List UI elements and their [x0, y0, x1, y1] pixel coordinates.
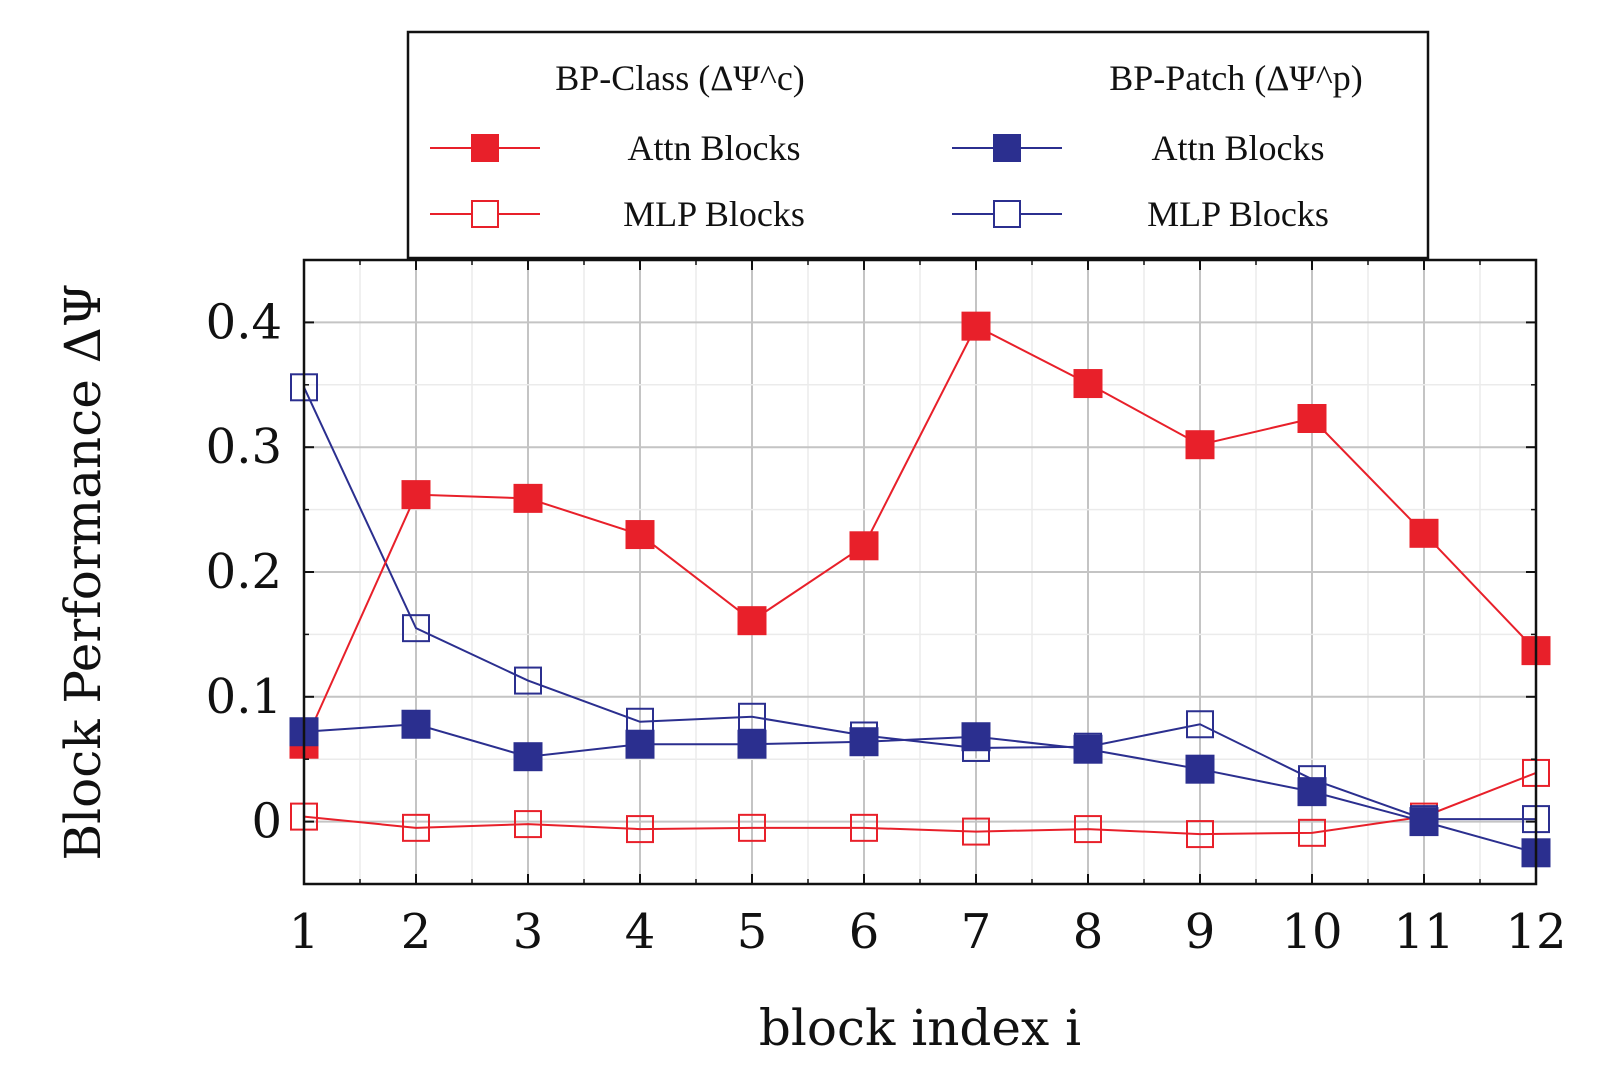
x-tick-label: 11	[1393, 904, 1454, 960]
x-tick-label: 6	[849, 904, 880, 960]
data-point-3-1	[402, 614, 430, 643]
data-point-1-6	[962, 817, 990, 846]
data-point-1-9	[1298, 818, 1326, 847]
data-point-2-9	[1297, 777, 1327, 807]
x-tick-label: 7	[961, 904, 992, 960]
data-point-2-2	[513, 742, 543, 772]
data-point-2-8	[1185, 754, 1215, 784]
data-point-1-4	[738, 813, 766, 842]
data-point-0-1	[401, 480, 431, 510]
series-line-3	[303, 386, 1536, 821]
legend-label-class-attn: Attn Blocks	[627, 128, 800, 168]
data-point-2-5	[849, 727, 879, 757]
legend-label-patch-attn: Attn Blocks	[1151, 128, 1324, 168]
series-line-0	[303, 324, 1537, 745]
plot-area: 1 2 3 4 5 6 7 8 9 10 11 12 00.10.20.30.4	[206, 258, 1567, 960]
x-tick-label: 8	[1073, 904, 1104, 960]
series-markers	[289, 311, 1551, 868]
x-tick-label: 4	[625, 904, 656, 960]
data-point-2-4	[737, 729, 767, 759]
y-axis-label: Block Performance ΔΨ	[54, 283, 112, 860]
x-tick-label: 2	[401, 904, 432, 960]
series-line-2	[303, 723, 1537, 854]
data-point-1-1	[402, 813, 430, 842]
data-point-0-8	[1185, 430, 1215, 460]
x-tick-label: 12	[1505, 904, 1566, 960]
legend-box	[406, 30, 1430, 260]
x-tick-label: 9	[1185, 904, 1216, 960]
data-point-3-2	[514, 666, 542, 695]
y-tick-label: 0.4	[206, 294, 282, 350]
y-tick-label: 0.2	[206, 544, 282, 600]
data-point-0-2	[513, 483, 543, 513]
data-point-1-7	[1074, 815, 1102, 844]
data-point-2-7	[1073, 734, 1103, 764]
legend-marker-class-mlp	[471, 200, 499, 228]
x-tick-label: 3	[513, 904, 544, 960]
data-point-1-8	[1186, 820, 1214, 849]
data-point-0-4	[737, 606, 767, 636]
legend-marker-class-attn	[471, 134, 499, 162]
legend-group-title-patch: BP-Patch (ΔΨ^p)	[1109, 58, 1363, 98]
x-axis-label: block index i	[759, 999, 1081, 1057]
legend-label-class-mlp: MLP Blocks	[623, 194, 805, 234]
data-point-1-5	[850, 813, 878, 842]
data-point-0-6	[961, 311, 991, 341]
series-line-1	[303, 771, 1537, 836]
data-point-3-8	[1186, 710, 1214, 739]
y-tick-label: 0	[251, 794, 282, 850]
ticks	[303, 259, 1537, 885]
legend-marker-patch-mlp	[993, 200, 1021, 228]
y-tick-label: 0.1	[206, 669, 282, 725]
data-point-0-7	[1073, 369, 1103, 399]
data-point-0-5	[849, 531, 879, 561]
grid	[303, 259, 1537, 885]
data-point-2-6	[961, 722, 991, 752]
legend-group-title-class: BP-Class (ΔΨ^c)	[555, 58, 805, 98]
y-tick-label: 0.3	[206, 419, 282, 475]
x-tick-labels: 1 2 3 4 5 6 7 8 9 10 11 12	[289, 904, 1567, 960]
x-tick-label: 5	[737, 904, 768, 960]
data-point-2-1	[401, 709, 431, 739]
x-tick-label: 10	[1281, 904, 1342, 960]
series-lines	[303, 324, 1537, 854]
legend-label-patch-mlp: MLP Blocks	[1147, 194, 1329, 234]
data-point-2-10	[1409, 807, 1439, 837]
legend-marker-patch-attn	[993, 134, 1021, 162]
data-point-1-2	[514, 810, 542, 839]
data-point-2-3	[625, 729, 655, 759]
x-tick-label: 1	[289, 904, 320, 960]
legend: BP-Class (ΔΨ^c) BP-Patch (ΔΨ^p) Attn Blo…	[406, 30, 1430, 260]
y-tick-labels: 0 0.1 0.2 0.3 0.4	[206, 294, 282, 849]
data-point-1-3	[626, 815, 654, 844]
data-point-0-10	[1409, 518, 1439, 548]
data-point-0-3	[625, 520, 655, 550]
data-point-0-9	[1297, 403, 1327, 433]
